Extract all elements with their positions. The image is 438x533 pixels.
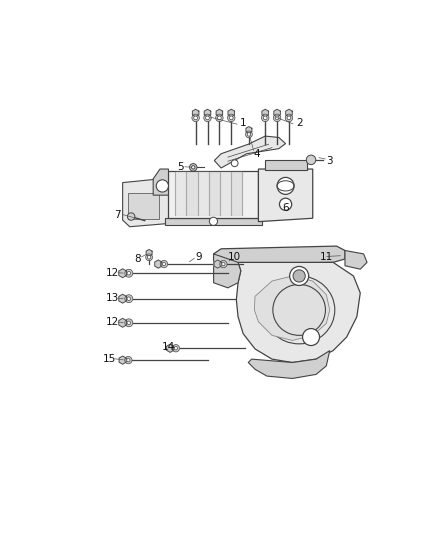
Polygon shape	[214, 246, 345, 264]
Circle shape	[191, 166, 195, 169]
Circle shape	[218, 116, 221, 120]
Text: 10: 10	[228, 252, 241, 262]
Polygon shape	[237, 262, 360, 362]
Polygon shape	[192, 109, 199, 117]
Circle shape	[227, 114, 235, 122]
Text: 5: 5	[177, 163, 184, 172]
Circle shape	[222, 262, 225, 266]
Polygon shape	[169, 171, 258, 217]
Circle shape	[146, 254, 152, 261]
FancyBboxPatch shape	[265, 160, 307, 169]
Polygon shape	[286, 109, 292, 117]
Circle shape	[127, 359, 130, 362]
Polygon shape	[258, 169, 313, 222]
Circle shape	[293, 270, 305, 282]
Circle shape	[125, 295, 133, 303]
Polygon shape	[155, 260, 162, 268]
Text: 6: 6	[282, 203, 289, 213]
Polygon shape	[231, 172, 243, 215]
Polygon shape	[119, 294, 127, 303]
Circle shape	[127, 271, 131, 275]
Polygon shape	[204, 109, 211, 117]
Circle shape	[277, 177, 294, 195]
Circle shape	[194, 116, 198, 120]
Circle shape	[215, 114, 223, 122]
Polygon shape	[123, 179, 170, 227]
Polygon shape	[209, 172, 220, 215]
Polygon shape	[220, 172, 231, 215]
Polygon shape	[187, 172, 198, 215]
Circle shape	[156, 180, 169, 192]
Polygon shape	[248, 351, 330, 378]
Polygon shape	[146, 249, 152, 256]
Circle shape	[172, 345, 180, 352]
Text: 2: 2	[296, 118, 303, 128]
Circle shape	[303, 328, 319, 345]
Polygon shape	[175, 172, 187, 215]
Circle shape	[162, 262, 166, 266]
Text: 14: 14	[162, 342, 175, 352]
Circle shape	[287, 116, 291, 120]
Circle shape	[192, 114, 199, 122]
Circle shape	[231, 160, 238, 167]
Polygon shape	[119, 269, 127, 278]
Polygon shape	[216, 109, 223, 117]
Text: 4: 4	[254, 149, 260, 159]
Polygon shape	[246, 127, 252, 133]
Text: 9: 9	[196, 252, 202, 262]
FancyBboxPatch shape	[128, 193, 159, 219]
Text: 1: 1	[240, 118, 247, 128]
Polygon shape	[214, 136, 286, 168]
Circle shape	[135, 196, 152, 213]
Text: 13: 13	[106, 293, 119, 303]
Circle shape	[205, 116, 209, 120]
Polygon shape	[165, 217, 262, 225]
Circle shape	[190, 164, 197, 171]
Polygon shape	[214, 260, 221, 268]
Circle shape	[290, 266, 309, 286]
Polygon shape	[153, 169, 169, 195]
Circle shape	[247, 133, 251, 136]
Circle shape	[209, 217, 218, 225]
Circle shape	[246, 131, 252, 138]
Polygon shape	[345, 251, 367, 269]
Text: 11: 11	[320, 252, 333, 262]
Polygon shape	[198, 172, 209, 215]
Circle shape	[220, 261, 227, 268]
Polygon shape	[119, 356, 126, 364]
Circle shape	[275, 116, 279, 120]
Circle shape	[230, 116, 233, 120]
Circle shape	[306, 155, 316, 165]
Circle shape	[125, 319, 133, 327]
Polygon shape	[274, 109, 280, 117]
Circle shape	[263, 116, 267, 120]
Circle shape	[125, 357, 132, 364]
Polygon shape	[119, 318, 127, 327]
Circle shape	[125, 269, 133, 277]
Polygon shape	[254, 276, 330, 341]
Circle shape	[204, 114, 211, 122]
Text: 12: 12	[106, 268, 119, 278]
Circle shape	[285, 114, 293, 122]
Circle shape	[160, 261, 168, 268]
Polygon shape	[214, 254, 241, 288]
Text: 12: 12	[106, 317, 119, 327]
Circle shape	[148, 256, 151, 259]
Circle shape	[174, 346, 177, 350]
Text: 15: 15	[102, 354, 116, 364]
Circle shape	[127, 297, 131, 301]
Text: 3: 3	[326, 156, 333, 166]
Text: 8: 8	[134, 254, 141, 264]
Circle shape	[279, 198, 292, 211]
Circle shape	[127, 321, 131, 325]
Polygon shape	[228, 109, 234, 117]
Polygon shape	[166, 344, 174, 352]
Text: 7: 7	[114, 210, 121, 220]
Circle shape	[127, 213, 135, 220]
Polygon shape	[262, 109, 268, 117]
Circle shape	[261, 114, 269, 122]
Circle shape	[273, 114, 281, 122]
